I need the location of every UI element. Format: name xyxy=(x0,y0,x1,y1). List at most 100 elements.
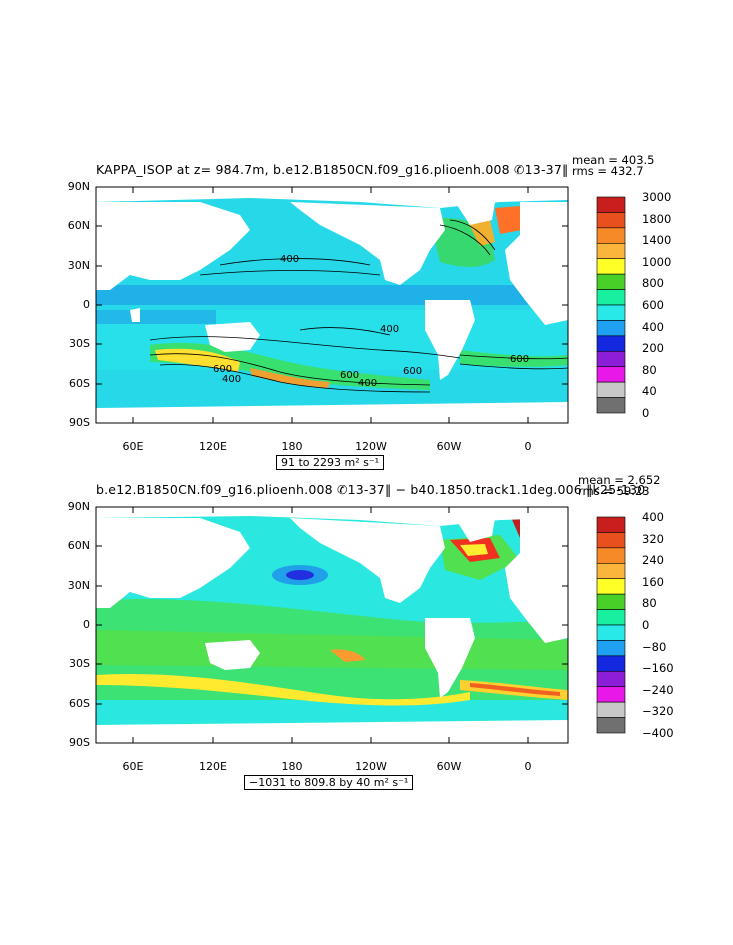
x-tick-label: 0 xyxy=(524,760,532,773)
colorbar-swatch xyxy=(596,547,626,564)
colorbar-swatch xyxy=(596,562,626,580)
contour-label: 600 xyxy=(510,354,529,365)
stats-rms: rms = 432.7 xyxy=(572,164,644,178)
x-tick-label: 60E xyxy=(122,760,144,773)
y-tick-label: 90S xyxy=(69,416,90,429)
y-tick-label: 30S xyxy=(69,657,90,670)
colorbar-swatch xyxy=(596,640,626,657)
x-tick-label: 60W xyxy=(436,440,462,453)
range-label: −1031 to 809.8 by 40 m² s⁻¹ xyxy=(244,775,414,790)
colorbar-label: 1800 xyxy=(642,211,672,226)
colorbar-label: 400 xyxy=(642,319,664,334)
y-tick-label: 0 xyxy=(83,618,90,631)
colorbar xyxy=(596,516,626,734)
colorbar-label: 40 xyxy=(642,384,657,399)
colorbar-label: 80 xyxy=(642,362,657,377)
ticks xyxy=(96,506,568,744)
x-tick-label: 0 xyxy=(524,440,532,453)
map-plot-2 xyxy=(95,506,626,744)
colorbar-swatch xyxy=(596,304,626,321)
colorbar-swatch xyxy=(596,227,626,244)
y-tick-label: 90S xyxy=(69,736,90,749)
colorbar-swatch xyxy=(596,335,626,352)
colorbar-swatch xyxy=(596,212,626,229)
contour-label: 400 xyxy=(358,378,377,389)
colorbar-swatch xyxy=(596,320,626,337)
colorbar-swatch xyxy=(596,381,626,398)
x-tick-label: 120W xyxy=(355,440,387,453)
colorbar-swatch xyxy=(596,397,626,414)
colorbar-swatch xyxy=(596,624,626,641)
contour-label: 600 xyxy=(340,370,359,381)
map-panel-difference: b.e12.B1850CN.f09_g16.plioenh.008 ✆13-37… xyxy=(0,470,733,800)
y-tick-label: 90N xyxy=(67,180,90,193)
colorbar-swatch xyxy=(596,670,626,688)
contour-label: 400 xyxy=(222,374,241,385)
colorbar-swatch xyxy=(596,701,626,718)
x-tick-label: 60E xyxy=(122,440,144,453)
colorbar-swatch xyxy=(596,686,626,703)
contour-label: 400 xyxy=(280,254,299,265)
x-tick-label: 120W xyxy=(355,760,387,773)
map-title: KAPPA_ISOP at z= 984.7m, b.e12.B1850CN.f… xyxy=(96,162,569,177)
y-tick-label: 30N xyxy=(67,259,90,272)
map-plot-1: 400 400 600 600 400 600 600 400 xyxy=(95,186,626,424)
y-tick-label: 30S xyxy=(69,337,90,350)
y-tick-label: 0 xyxy=(83,298,90,311)
colorbar-swatch xyxy=(596,242,626,260)
colorbar-label: −320 xyxy=(642,704,674,719)
land-masses xyxy=(96,507,568,743)
contour-label-group: 400 400 600 600 400 600 600 400 xyxy=(213,254,529,389)
y-tick-label: 90N xyxy=(67,500,90,513)
colorbar-swatch xyxy=(596,516,626,533)
colorbar-swatch xyxy=(596,289,626,306)
colorbar-label: −160 xyxy=(642,661,674,676)
y-tick-label: 60S xyxy=(69,697,90,710)
colorbar-label: 200 xyxy=(642,341,664,356)
colorbar-label: 400 xyxy=(642,510,664,524)
contour-label: 600 xyxy=(213,364,232,375)
colorbar-label: −80 xyxy=(642,639,667,654)
x-tick-label: 120E xyxy=(199,760,227,773)
colorbar-label: 1000 xyxy=(642,254,672,269)
stats-mean: mean = 2.652 xyxy=(578,473,661,487)
y-tick-label: 60S xyxy=(69,377,90,390)
colorbar-label: 0 xyxy=(642,406,650,420)
colorbar-label: 160 xyxy=(642,574,664,589)
x-tick-label: 180 xyxy=(281,760,303,773)
colorbar xyxy=(596,196,626,414)
colorbar-swatch xyxy=(596,258,626,275)
x-tick-label: 120E xyxy=(199,440,227,453)
colorbar-label: 320 xyxy=(642,531,664,546)
colorbar-swatch xyxy=(596,366,626,383)
map-panel-kappa-isop: 400 400 600 600 400 600 600 400 KAPPA_IS… xyxy=(0,150,733,480)
colorbar-swatch xyxy=(596,350,626,368)
colorbar-label: −400 xyxy=(642,726,674,740)
colorbar-swatch xyxy=(596,717,626,734)
ticks xyxy=(96,186,568,424)
colorbar-label: 800 xyxy=(642,276,664,291)
y-tick-label: 30N xyxy=(67,579,90,592)
contour-label: 400 xyxy=(380,324,399,335)
colorbar-swatch xyxy=(596,196,626,213)
colorbar-label: 600 xyxy=(642,298,664,312)
colorbar-label: 3000 xyxy=(642,190,672,204)
colorbar-label: 0 xyxy=(642,618,650,632)
x-tick-label: 180 xyxy=(281,440,303,453)
contour-lines xyxy=(149,219,568,393)
colorbar-label: 240 xyxy=(642,553,664,568)
map-title: b.e12.B1850CN.f09_g16.plioenh.008 ✆13-37… xyxy=(96,482,646,497)
colorbar-label: 1400 xyxy=(642,233,672,248)
stats-mean: mean = 403.5 xyxy=(572,153,655,167)
stats-rms: rms = 59.23 xyxy=(578,484,650,498)
land-masses xyxy=(96,187,568,423)
colorbar-label: −240 xyxy=(642,682,674,697)
contour-label: 600 xyxy=(403,366,422,377)
colorbar-swatch xyxy=(596,655,626,672)
colorbar-swatch xyxy=(596,609,626,626)
colorbar-swatch xyxy=(596,578,626,595)
x-tick-label: 60W xyxy=(436,760,462,773)
colorbar-swatch xyxy=(596,532,626,549)
y-tick-label: 60N xyxy=(67,219,90,232)
y-tick-label: 60N xyxy=(67,539,90,552)
